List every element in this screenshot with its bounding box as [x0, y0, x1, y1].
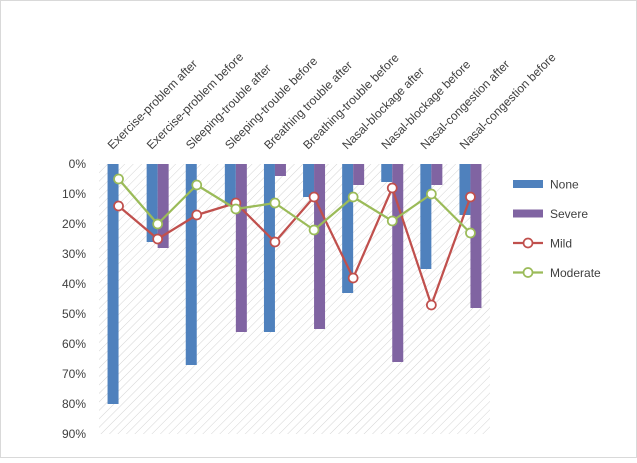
- line-mild: [117, 186, 472, 307]
- point-mild: [347, 272, 359, 284]
- bar-marks: [107, 164, 482, 404]
- bar-severe: [235, 164, 247, 332]
- point-moderate: [347, 191, 359, 203]
- point-moderate: [230, 203, 242, 215]
- legend-label: Severe: [550, 207, 588, 221]
- y-tick-label: 70%: [62, 367, 86, 381]
- y-tick-label: 50%: [62, 307, 86, 321]
- point-mild: [425, 299, 437, 311]
- bar-severe: [431, 164, 443, 185]
- bar-none: [459, 164, 471, 215]
- point-moderate: [152, 218, 164, 230]
- point-moderate: [386, 215, 398, 227]
- legend-marker: [522, 237, 534, 249]
- legend: None Severe Mild Moderate: [513, 178, 601, 280]
- bar-none: [185, 164, 197, 365]
- y-tick-label: 30%: [62, 247, 86, 261]
- legend-item-severe: Severe: [513, 207, 588, 221]
- bar-none: [107, 164, 119, 404]
- y-tick-label: 0%: [69, 157, 87, 171]
- line-moderate: [117, 178, 472, 234]
- legend-item-mild: Mild: [513, 237, 572, 251]
- point-moderate: [465, 227, 476, 239]
- legend-swatch: [513, 209, 543, 218]
- point-mild: [191, 209, 203, 221]
- point-mild: [269, 236, 281, 248]
- bar-severe: [274, 164, 286, 176]
- legend-label: None: [550, 178, 579, 192]
- bar-none: [224, 164, 236, 206]
- legend-marker: [522, 267, 534, 278]
- bar-severe: [157, 164, 169, 248]
- bar-none: [342, 164, 354, 293]
- y-tick-label: 20%: [62, 217, 86, 231]
- y-tick-label: 40%: [62, 277, 86, 291]
- bar-none: [303, 164, 315, 197]
- point-moderate: [113, 173, 124, 185]
- y-tick-label: 80%: [62, 397, 86, 411]
- bar-severe: [470, 164, 482, 308]
- point-moderate: [425, 188, 437, 200]
- point-moderate: [269, 197, 281, 209]
- bar-none: [420, 164, 432, 269]
- legend-swatch: [513, 180, 543, 188]
- y-axis: 0% 10% 20% 30% 40% 50% 60% 70% 80% 90%: [62, 157, 86, 441]
- legend-label: Moderate: [550, 266, 601, 280]
- bar-none: [381, 164, 393, 182]
- point-moderate: [308, 224, 320, 236]
- point-moderate: [191, 179, 203, 191]
- point-mild: [152, 233, 164, 245]
- bar-none: [263, 164, 275, 332]
- y-tick-label: 10%: [62, 187, 86, 201]
- point-mild: [465, 191, 476, 203]
- y-tick-label: 90%: [62, 427, 86, 441]
- legend-item-moderate: Moderate: [513, 266, 601, 280]
- y-tick-label: 60%: [62, 337, 86, 351]
- legend-item-none: None: [513, 178, 579, 192]
- legend-label: Mild: [550, 237, 572, 251]
- line-marks: [113, 173, 476, 311]
- bar-severe: [314, 164, 326, 329]
- point-mild: [113, 200, 124, 212]
- bar-none: [146, 164, 158, 242]
- bar-severe: [392, 164, 404, 362]
- bar-severe: [353, 164, 365, 185]
- point-mild: [386, 182, 398, 194]
- point-mild: [308, 191, 320, 203]
